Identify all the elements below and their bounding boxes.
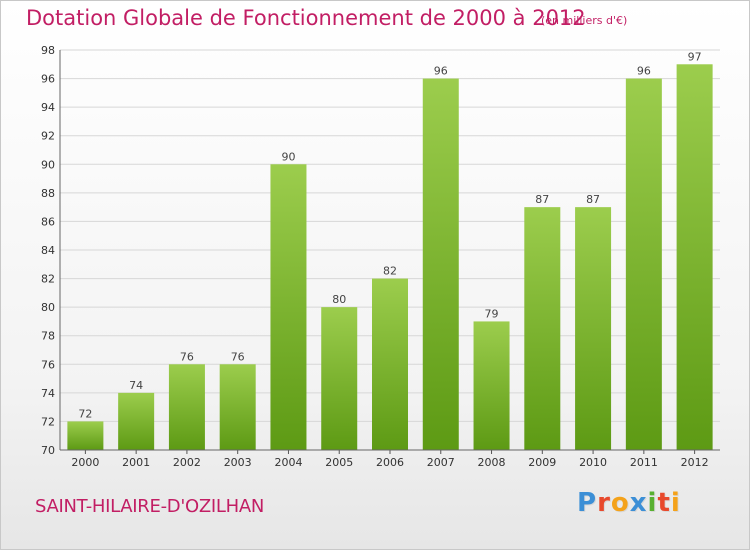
bar [270,164,307,451]
logo-letter: P [577,488,598,518]
bar [372,278,408,450]
bar [168,364,205,450]
bars [67,64,713,451]
x-tick-label: 2003 [224,456,252,469]
logo-letter: i [670,488,681,518]
x-tick-label: 2009 [528,456,556,469]
data-label: 97 [688,50,702,63]
y-tick-label: 98 [41,44,55,57]
y-tick-label: 84 [41,244,55,257]
logo-letter: t [657,488,671,518]
y-tick-label: 94 [41,101,55,114]
bar [676,64,713,451]
bar [67,421,104,450]
y-axis-ticks: 70 72 74 76 78 80 82 84 86 88 90 92 94 96 98 [41,44,55,457]
data-label: 72 [78,407,92,420]
data-label: 90 [281,150,295,163]
y-tick-label: 80 [41,301,55,314]
y-tick-label: 86 [41,215,55,228]
y-tick-label: 74 [41,387,55,400]
data-label: 82 [383,265,397,278]
data-label: 76 [231,350,245,363]
x-tick-label: 2000 [71,456,99,469]
y-tick-label: 96 [41,73,55,86]
y-tick-label: 70 [41,444,55,457]
commune-name: SAINT-HILAIRE-D'OZILHAN [35,496,265,517]
bar [321,307,358,450]
data-label: 87 [586,193,600,206]
data-label: 79 [485,307,499,320]
x-tick-label: 2011 [630,456,658,469]
x-tick-label: 2006 [376,456,404,469]
logo-letter: o [610,488,630,518]
axes [59,50,720,451]
y-tick-label: 76 [41,358,55,371]
bar [219,364,256,450]
y-tick-label: 90 [41,158,55,171]
data-label: 96 [434,65,448,78]
x-tick-label: 2008 [478,456,506,469]
y-tick-label: 92 [41,130,55,143]
proxiti-logo[interactable]: Proxiti [577,488,681,518]
y-tick-label: 72 [41,415,55,428]
logo-letter: r [597,488,611,518]
bar [625,78,662,451]
data-labels: 72 74 76 76 90 80 82 96 79 87 87 96 97 [78,50,701,420]
logo-letter: i [647,488,658,518]
x-tick-label: 2004 [274,456,302,469]
bar [473,321,510,450]
y-tick-label: 88 [41,187,55,200]
x-axis-ticks: 2000 2001 2002 2003 2004 2005 2006 2007 2008 2009… [71,450,709,469]
y-tick-label: 78 [41,330,55,343]
bar [575,207,612,450]
x-tick-label: 2001 [122,456,150,469]
x-tick-label: 2005 [325,456,353,469]
x-tick-label: 2007 [427,456,455,469]
bar [118,392,155,450]
data-label: 76 [180,350,194,363]
data-label: 96 [637,65,651,78]
bar [422,78,459,451]
data-label: 80 [332,293,346,306]
bar [524,207,561,450]
x-tick-label: 2012 [681,456,709,469]
logo-letter: x [629,488,648,518]
x-tick-label: 2002 [173,456,201,469]
y-tick-label: 82 [41,273,55,286]
chart-title: Dotation Globale de Fonctionnement de 20… [26,6,586,30]
chart-unit: (en milliers d'€) [541,14,628,27]
data-label: 87 [535,193,549,206]
data-label: 74 [129,379,143,392]
x-tick-label: 2010 [579,456,607,469]
